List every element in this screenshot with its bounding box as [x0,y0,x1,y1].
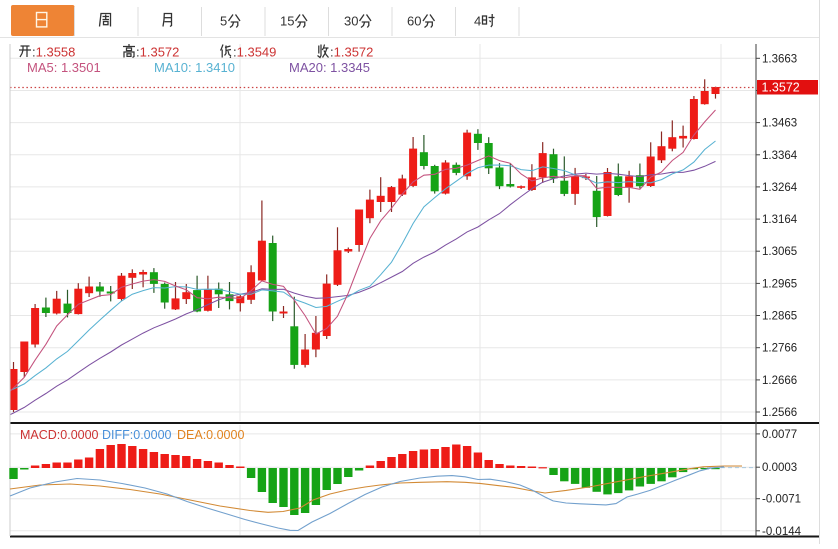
svg-text:1.3065: 1.3065 [762,246,797,258]
svg-text:0.0003: 0.0003 [762,462,797,474]
svg-text:MA5: 1.3501: MA5: 1.3501 [27,60,101,75]
svg-text::1.3549: :1.3549 [233,45,276,60]
svg-text:60: 60 [407,14,421,29]
svg-text:MA20: 1.3345: MA20: 1.3345 [289,60,370,75]
svg-text:0.0077: 0.0077 [762,429,797,441]
svg-text:5: 5 [220,14,227,29]
svg-text:1.3572: 1.3572 [762,81,800,95]
svg-text::1.3572: :1.3572 [136,45,179,60]
svg-text:15: 15 [280,14,294,29]
svg-text:1.3264: 1.3264 [762,182,798,194]
svg-text:1.3463: 1.3463 [762,118,797,130]
svg-text:1.3364: 1.3364 [762,150,798,162]
svg-text:1.2865: 1.2865 [762,311,797,323]
svg-text:1.3663: 1.3663 [762,53,797,65]
svg-text:1.2766: 1.2766 [762,343,797,355]
svg-text:MA10: 1.3410: MA10: 1.3410 [154,60,235,75]
svg-text:4: 4 [474,14,481,29]
svg-text:MACD:0.0000: MACD:0.0000 [20,428,99,442]
svg-text::1.3572: :1.3572 [330,45,373,60]
svg-text:1.2566: 1.2566 [762,407,797,419]
svg-text::1.3558: :1.3558 [32,45,75,60]
svg-text:30: 30 [344,14,358,29]
svg-text:1.2965: 1.2965 [762,278,797,290]
svg-text:1.2666: 1.2666 [762,375,797,387]
svg-text:-0.0144: -0.0144 [762,526,802,538]
svg-text:1.3164: 1.3164 [762,214,798,226]
svg-text:DIFF:0.0000: DIFF:0.0000 [102,428,172,442]
svg-text:DEA:0.0000: DEA:0.0000 [177,428,244,442]
svg-text:-0.0071: -0.0071 [762,494,801,506]
